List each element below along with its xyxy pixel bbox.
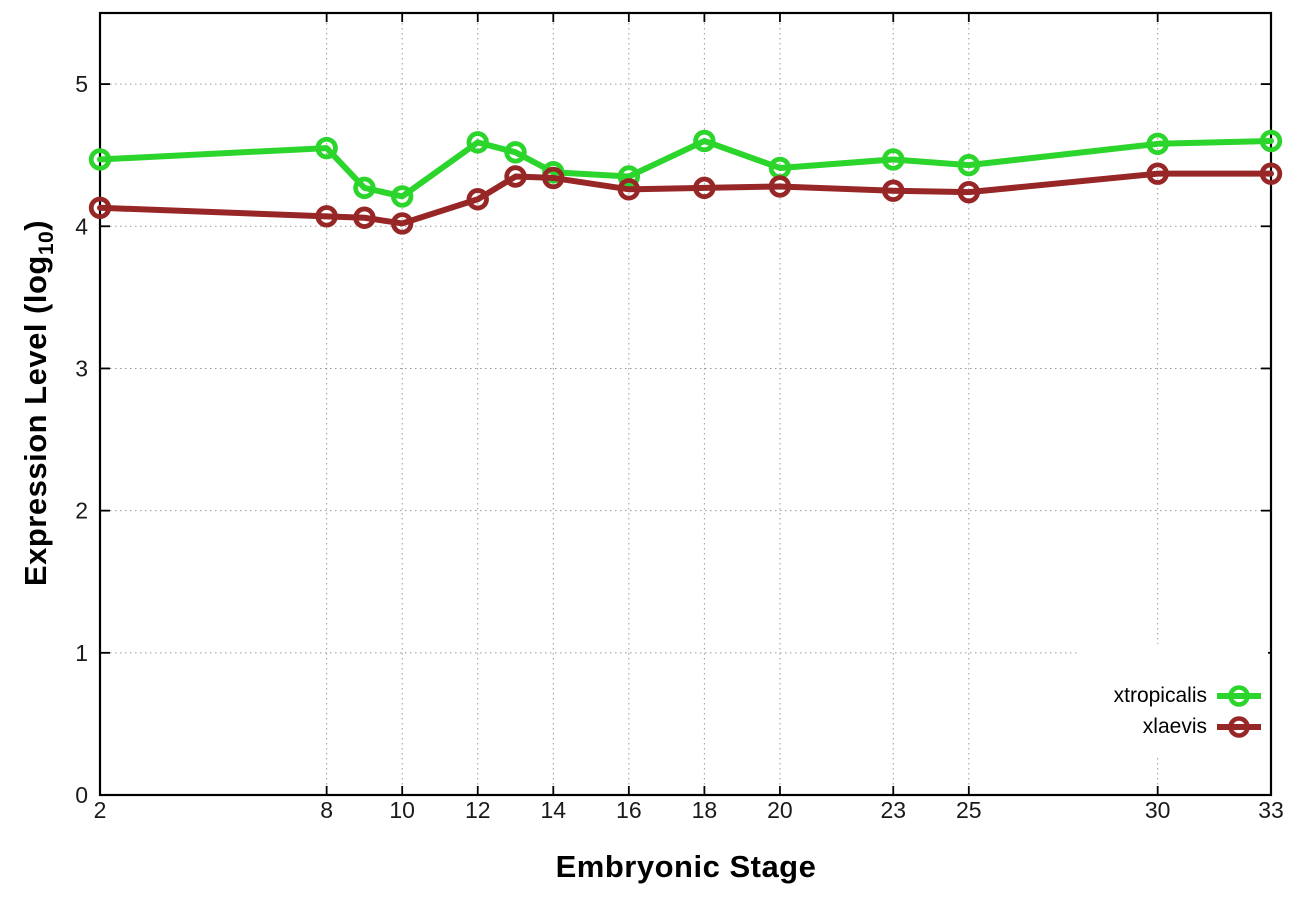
legend-item-xtropicalis: xtropicalis	[1114, 680, 1262, 711]
legend-label-xlaevis: xlaevis	[1142, 714, 1207, 738]
data-point-xlaevis-stage-2	[88, 196, 112, 219]
legend-circle-sample	[1228, 715, 1250, 738]
data-point-xtropicalis-stage-25	[957, 153, 981, 177]
y-tick-label-4: 4	[75, 213, 88, 239]
data-point-xtropicalis-stage-12	[466, 131, 489, 154]
y-tick-label-2: 2	[75, 498, 88, 524]
x-tick-label-23: 23	[880, 797, 906, 823]
x-tick-label-20: 20	[767, 797, 793, 823]
legend-item-xlaevis: xlaevis	[1143, 711, 1262, 742]
data-point-xtropicalis-stage-30	[1146, 132, 1169, 156]
tick-marks	[99, 13, 1272, 796]
x-tick-label-14: 14	[540, 797, 566, 823]
x-axis-title: Embryonic Stage	[555, 849, 817, 884]
data-point-xlaevis-stage-13	[504, 165, 527, 188]
y-tick-label-5: 5	[75, 71, 88, 97]
legend-label-xtropicalis: xtropicalis	[1113, 683, 1207, 707]
x-tick-label-10: 10	[389, 797, 415, 823]
legend-marker-xtropicalis	[1217, 684, 1261, 707]
series-xtropicalis	[88, 129, 1283, 208]
plot-border	[98, 11, 1273, 797]
data-point-xlaevis-stage-30	[1146, 162, 1169, 185]
gridlines	[100, 13, 1271, 795]
legend: xtropicalis xlaevis	[1080, 644, 1268, 756]
data-point-xlaevis-stage-18	[693, 176, 716, 200]
legend-marker-xlaevis	[1217, 715, 1261, 738]
y-axis-title: Expression Level (log10)	[18, 153, 58, 653]
y-axis-title-subscript: 10	[35, 230, 59, 256]
data-point-xlaevis-stage-33	[1259, 162, 1283, 185]
series-xlaevis	[88, 162, 1283, 235]
data-point-xlaevis-stage-16	[617, 178, 641, 201]
data-point-xlaevis-stage-25	[957, 180, 981, 204]
x-tick-label-2: 2	[94, 797, 107, 823]
data-point-xtropicalis-stage-9	[353, 176, 376, 200]
x-tick-label-12: 12	[465, 797, 491, 823]
data-point-xtropicalis-stage-2	[88, 148, 112, 171]
data-point-xlaevis-stage-14	[542, 166, 565, 190]
series-line-xlaevis	[97, 170, 1274, 227]
x-tick-label-8: 8	[320, 797, 333, 823]
data-point-xtropicalis-stage-13	[504, 141, 527, 164]
legend-circle-sample	[1228, 684, 1250, 707]
x-tick-label-16: 16	[616, 797, 642, 823]
data-point-xlaevis-stage-9	[353, 206, 376, 229]
data-point-xtropicalis-stage-18	[693, 129, 716, 153]
y-axis-title-close: )	[18, 219, 53, 231]
data-point-xtropicalis-stage-33	[1259, 129, 1283, 153]
y-axis-title-text: Expression Level (log	[18, 255, 53, 587]
data-point-xlaevis-stage-20	[768, 175, 792, 198]
y-tick-label-0: 0	[75, 782, 88, 808]
x-tick-label-25: 25	[956, 797, 982, 823]
y-tick-label-1: 1	[75, 640, 88, 666]
data-point-xtropicalis-stage-23	[882, 148, 905, 171]
data-point-xlaevis-stage-23	[882, 179, 905, 202]
data-point-xlaevis-stage-12	[466, 188, 489, 211]
data-point-xtropicalis-stage-10	[390, 185, 414, 208]
data-point-xlaevis-stage-10	[390, 212, 414, 235]
y-tick-label-3: 3	[75, 356, 88, 382]
x-tick-label-30: 30	[1145, 797, 1171, 823]
x-tick-label-33: 33	[1258, 797, 1284, 823]
data-point-xlaevis-stage-8	[315, 205, 338, 228]
data-point-xtropicalis-stage-8	[315, 136, 338, 160]
x-tick-label-18: 18	[692, 797, 718, 823]
data-point-xtropicalis-stage-16	[617, 165, 641, 188]
